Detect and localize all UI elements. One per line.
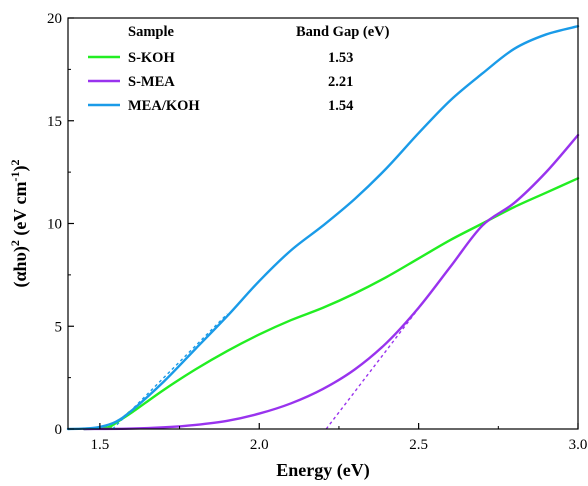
- legend-header-sample: Sample: [128, 24, 174, 40]
- series-line-mea-koh: [66, 25, 580, 431]
- x-tick-label: 2.0: [250, 437, 269, 453]
- series-line-s-mea: [82, 133, 580, 431]
- y-axis-label-close: ): [10, 165, 31, 171]
- y-axis-label-unit: (eV cm: [10, 181, 31, 240]
- x-axis-label: Energy (eV): [276, 460, 369, 481]
- ticks-layer: 1.5 2.0 2.5 3.0 0 5 10 15 20: [47, 11, 587, 453]
- y-tick-label: 20: [47, 11, 62, 27]
- legend-bandgap-mea-koh: 1.54: [328, 98, 353, 114]
- series-line-s-koh: [82, 177, 580, 431]
- legend-bandgap-s-mea: 2.21: [328, 74, 353, 90]
- y-axis-label-main: (αhυ): [10, 246, 31, 287]
- legend-label-s-koh: S-KOH: [128, 50, 175, 66]
- legend-label-mea-koh: MEA/KOH: [128, 98, 200, 114]
- legend-label-s-mea: S-MEA: [128, 74, 175, 90]
- legend-header-band-gap: Band Gap (eV): [296, 24, 390, 40]
- x-tick-label: 3.0: [569, 437, 588, 453]
- legend-bandgap-s-koh: 1.53: [328, 50, 353, 66]
- tangent-line-s-mea: [325, 266, 452, 430]
- x-tick-label: 2.5: [409, 437, 428, 453]
- y-tick-label: 0: [55, 422, 63, 438]
- y-axis-label-sup2: -1: [8, 171, 22, 181]
- y-tick-label: 10: [47, 217, 62, 233]
- legend: Sample Band Gap (eV) S-KOH 1.53 S-MEA 2.21 M…: [88, 24, 390, 114]
- y-axis-label-sup1: 2: [8, 240, 22, 246]
- x-tick-label: 1.5: [91, 437, 110, 453]
- y-tick-label: 5: [55, 319, 63, 335]
- tangent-line-mea-koh: [112, 313, 228, 430]
- y-axis-label-sup3: 2: [8, 159, 22, 165]
- y-tick-label: 15: [47, 114, 62, 130]
- y-axis-label: (αhυ)2 (eV cm-1)2: [8, 159, 31, 287]
